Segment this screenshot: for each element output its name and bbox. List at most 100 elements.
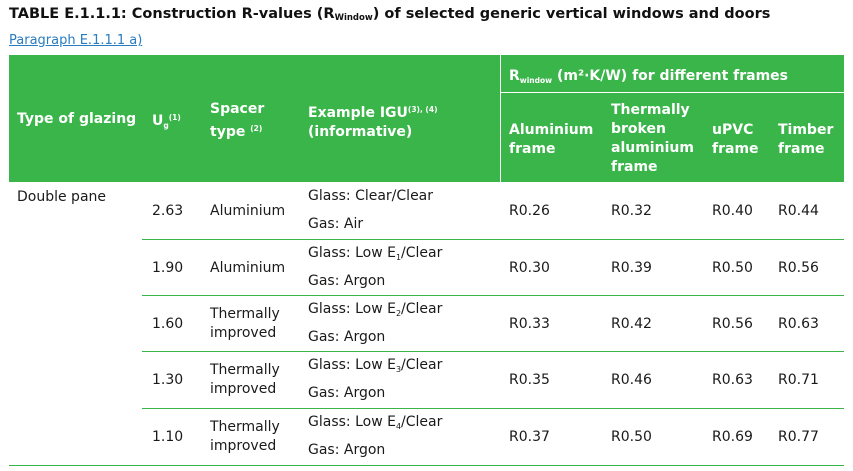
paragraph-link[interactable]: Paragraph E.1.1.1 a) — [9, 33, 143, 48]
header-thermally-line4: frame — [611, 159, 658, 175]
r-upvc: R0.56 — [712, 316, 753, 332]
header-timber-frame: Timber frame — [778, 121, 833, 159]
ug-value: 2.63 — [152, 203, 184, 219]
r-aluminium: R0.30 — [509, 260, 550, 276]
header-vertical-divider — [500, 55, 501, 182]
row-divider — [142, 239, 844, 240]
ug-value: 1.10 — [152, 429, 184, 445]
header-ug-sup: (1) — [168, 113, 181, 122]
table-header: Type of glazing Ug(1) Spacer type (2) Ex… — [9, 55, 844, 182]
header-spacer-line1: Spacer — [210, 101, 265, 117]
header-upvc-line1: uPVC — [712, 122, 754, 138]
table-row: 1.60 Thermally improved Glass: Low E2/Cl… — [9, 295, 844, 351]
glass-sub: 1 — [395, 253, 402, 262]
r-timber: R0.56 — [778, 260, 819, 276]
header-upvc-frame: uPVC frame — [712, 121, 759, 159]
spacer-line1: Thermally — [210, 362, 280, 378]
table-row: 1.10 Thermally improved Glass: Low E4/Cl… — [9, 408, 844, 464]
header-horizontal-divider — [500, 92, 844, 93]
glass-sub: 3 — [395, 365, 402, 374]
header-thermally-line3: aluminium — [611, 140, 694, 156]
table-row: 1.90 Aluminium Glass: Low E1/Clear Gas: … — [9, 239, 844, 295]
row-divider — [142, 295, 844, 296]
header-aluminium-frame: Aluminium frame — [509, 121, 593, 159]
header-ug-u: U — [152, 113, 164, 129]
gas-spec: Gas: Argon — [308, 273, 386, 289]
header-aluminium-line1: Aluminium — [509, 122, 594, 138]
table-bottom-border — [9, 465, 844, 466]
glass-pre: Glass: Low E — [308, 301, 396, 317]
header-rwindow-r: R — [509, 68, 520, 84]
header-timber-line2: frame — [778, 141, 825, 157]
spacer-line2: improved — [210, 381, 277, 397]
row-divider — [142, 351, 844, 352]
header-thermally-line1: Thermally — [611, 102, 690, 118]
header-rwindow-sub: window — [519, 76, 553, 85]
r-aluminium: R0.33 — [509, 316, 550, 332]
r-thermally-broken: R0.39 — [611, 260, 652, 276]
spacer-line2: improved — [210, 325, 277, 341]
header-spacer-type: Spacer type (2) — [210, 100, 264, 142]
header-thermally-broken-frame: Thermally broken aluminium frame — [611, 101, 694, 177]
gas-spec: Gas: Argon — [308, 442, 386, 458]
r-thermally-broken: R0.42 — [611, 316, 652, 332]
r-thermally-broken: R0.32 — [611, 203, 652, 219]
glazing-type-double-pane: Double pane — [17, 189, 107, 205]
header-aluminium-line2: frame — [509, 141, 556, 157]
glass-pre: Glass: Low E — [308, 414, 396, 430]
table-row: 2.63 Aluminium Glass: Clear/Clear Gas: A… — [9, 182, 844, 238]
r-thermally-broken: R0.50 — [611, 429, 652, 445]
r-upvc: R0.50 — [712, 260, 753, 276]
header-igu-line1-wrap: Example IGU(3), (4) — [308, 100, 438, 123]
ug-value: 1.90 — [152, 260, 184, 276]
ug-value: 1.60 — [152, 316, 184, 332]
header-spacer-sup: (2) — [250, 124, 263, 133]
r-timber: R0.77 — [778, 429, 819, 445]
spacer-type: Aluminium — [210, 202, 285, 221]
r-aluminium: R0.37 — [509, 429, 550, 445]
header-thermally-line2: broken — [611, 121, 666, 137]
header-type-of-glazing: Type of glazing — [17, 111, 137, 127]
spacer-type: Thermally improved — [210, 418, 280, 456]
gas-spec: Gas: Argon — [308, 329, 386, 345]
header-igu-sup: (3), (4) — [407, 105, 438, 114]
table-title-prefix: TABLE E.1.1.1: — [9, 6, 127, 22]
header-rwindow: Rwindow (m²·K/W) for different frames — [509, 67, 788, 90]
spacer-line2: improved — [210, 438, 277, 454]
spacer-type: Thermally improved — [210, 361, 280, 399]
header-rwindow-rest: (m²·K/W) for different frames — [552, 68, 788, 84]
r-aluminium: R0.35 — [509, 372, 550, 388]
header-timber-line1: Timber — [778, 122, 834, 138]
spacer-line1: Aluminium — [210, 260, 286, 276]
header-ug: Ug(1) — [152, 108, 181, 135]
row-divider — [142, 408, 844, 409]
table-title: TABLE E.1.1.1: Construction R-values (RW… — [9, 6, 849, 23]
table-title-text-after: ) of selected generic vertical windows a… — [372, 6, 771, 22]
r-aluminium: R0.26 — [509, 203, 550, 219]
header-igu-line2: (informative) — [308, 124, 413, 140]
gas-spec: Gas: Air — [308, 216, 364, 232]
table-title-sub: Window — [334, 13, 373, 23]
glass-post: /Clear — [401, 245, 443, 261]
glass-sub: 2 — [395, 309, 402, 318]
r-upvc: R0.40 — [712, 203, 753, 219]
r-timber: R0.71 — [778, 372, 819, 388]
r-upvc: R0.69 — [712, 429, 753, 445]
glass-spec: Glass: Low E4/Clear — [308, 413, 442, 436]
spacer-type: Thermally improved — [210, 305, 280, 343]
header-spacer-line2: type — [210, 124, 246, 140]
glass-spec: Glass: Low E1/Clear — [308, 244, 442, 267]
glass-pre: Glass: Low E — [308, 245, 396, 261]
glass-sub: 4 — [395, 422, 402, 431]
r-thermally-broken: R0.46 — [611, 372, 652, 388]
spacer-line1: Aluminium — [210, 203, 286, 219]
glass-post: /Clear — [401, 357, 443, 373]
glass-post: /Clear — [401, 301, 443, 317]
header-ug-sub: g — [163, 121, 169, 130]
glass-post: /Clear — [401, 414, 443, 430]
gas-spec: Gas: Argon — [308, 385, 386, 401]
r-timber: R0.44 — [778, 203, 819, 219]
ug-value: 1.30 — [152, 372, 184, 388]
glass-spec: Glass: Low E2/Clear — [308, 300, 442, 323]
glass-pre: Glass: Clear/Clear — [308, 188, 434, 204]
